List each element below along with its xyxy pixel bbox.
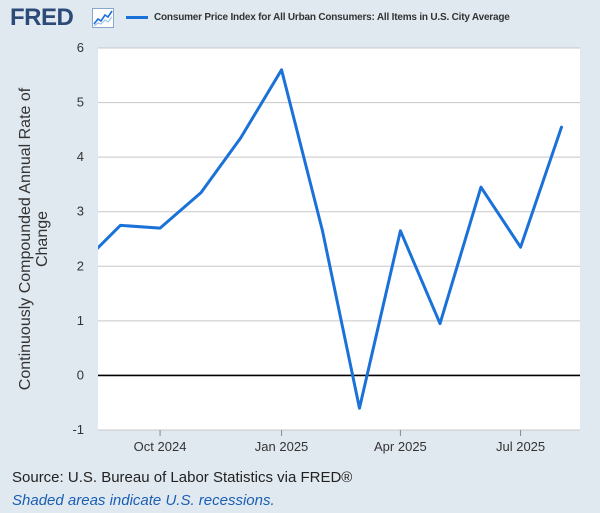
line-chart-icon: [92, 8, 114, 28]
y-axis-title: Continuously Compounded Annual Rate ofCh…: [17, 87, 51, 390]
line-chart: -1 0 1 2 3 4 5 6 Oct 2024 Jan 2025 Apr 2025 Jul 202…: [17, 40, 580, 454]
chart-legend: Consumer Price Index for All Urban Consu…: [126, 9, 510, 25]
y-tick-label: 6: [77, 40, 84, 55]
source-note: Source: U.S. Bureau of Labor Statistics …: [12, 469, 353, 486]
y-tick-label: 3: [77, 204, 84, 219]
legend-swatch: [126, 15, 148, 19]
plot-area: [98, 48, 580, 430]
x-tick-label: Apr 2025: [374, 439, 427, 454]
x-tick-label: Oct 2024: [134, 439, 187, 454]
y-tick-label: 5: [77, 95, 84, 110]
y-tick-label: 2: [77, 258, 84, 273]
y-tick-label: 0: [77, 367, 84, 382]
fred-logo[interactable]: FRED: [10, 4, 74, 31]
y-tick-label: -1: [72, 422, 84, 437]
y-tick-label: 4: [77, 149, 84, 164]
x-tick-label: Jul 2025: [496, 439, 545, 454]
y-tick-label: 1: [77, 313, 84, 328]
x-tick-label: Jan 2025: [255, 439, 309, 454]
legend-label: Consumer Price Index for All Urban Consu…: [154, 11, 510, 23]
header: FRED Consumer Price Index for All Urban …: [0, 0, 600, 36]
recession-note: Shaded areas indicate U.S. recessions.: [12, 492, 275, 509]
